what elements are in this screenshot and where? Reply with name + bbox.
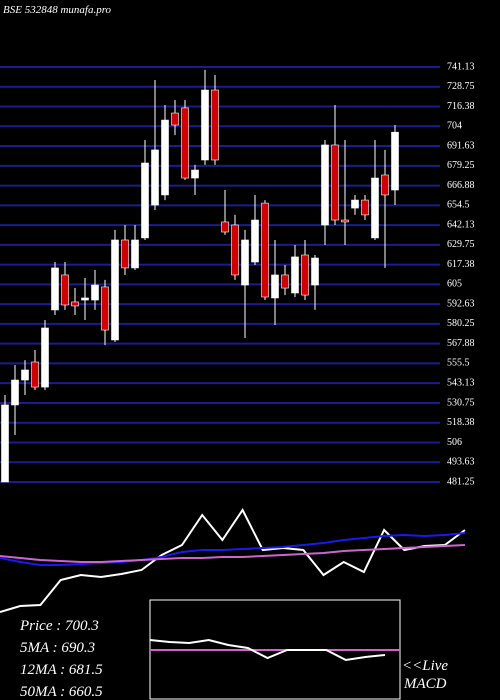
y-tick-label: 493.63: [447, 457, 475, 468]
candle-body: [291, 256, 299, 294]
candle-body: [111, 239, 119, 341]
candle-body: [121, 239, 129, 269]
y-tick-label: 728.75: [447, 81, 475, 92]
candle-body: [151, 149, 159, 206]
candle-body: [31, 361, 39, 388]
y-tick-label: 666.88: [447, 180, 475, 191]
candle-body: [141, 162, 149, 239]
y-tick-label: 543.13: [447, 377, 475, 388]
candle-body: [331, 144, 339, 221]
candle-body: [231, 224, 239, 276]
candle-body: [191, 169, 199, 179]
candle-body: [181, 107, 189, 179]
candle-body: [61, 274, 69, 306]
y-tick-label: 530.75: [447, 397, 475, 408]
info-line: 5MA : 690.3: [20, 640, 95, 656]
candle-body: [91, 284, 99, 301]
candle-body: [271, 274, 279, 299]
y-tick-label: 481.25: [447, 476, 475, 487]
candle-body: [51, 267, 59, 311]
candle-body: [201, 89, 209, 161]
y-tick-label: 679.25: [447, 160, 475, 171]
candle-body: [211, 89, 219, 161]
candle-body: [351, 199, 359, 209]
indicator-line: [149, 638, 386, 662]
candle-body: [281, 274, 289, 289]
candle-body: [321, 144, 329, 226]
chart-title: BSE 532848 munafa.pro: [3, 4, 112, 16]
y-tick-label: 704: [447, 121, 462, 132]
macd-label: MACD: [403, 676, 447, 692]
candle-body: [71, 301, 79, 307]
y-tick-label: 691.63: [447, 140, 475, 151]
y-tick-label: 654.5: [447, 200, 470, 211]
candle-body: [1, 404, 9, 483]
candle-body: [311, 257, 319, 286]
candle-body: [101, 286, 109, 331]
candle-body: [391, 131, 399, 191]
info-line: 12MA : 681.5: [20, 662, 103, 678]
candle-body: [301, 254, 309, 296]
y-tick-label: 716.38: [447, 101, 475, 112]
y-tick-label: 580.25: [447, 318, 475, 329]
candle-body: [131, 239, 139, 269]
info-line: 50MA : 660.5: [20, 684, 103, 700]
y-tick-label: 592.63: [447, 298, 475, 309]
indicator-line: [0, 532, 466, 566]
y-tick-label: 617.38: [447, 259, 475, 270]
candle-body: [81, 297, 89, 301]
candle-body: [41, 327, 49, 388]
candle-body: [11, 379, 19, 406]
candle-body: [221, 221, 229, 233]
candle-body: [161, 119, 169, 196]
candle-body: [371, 177, 379, 239]
candle-body: [251, 219, 259, 263]
y-tick-label: 555.5: [447, 358, 470, 369]
candle-body: [261, 202, 269, 298]
y-tick-label: 506: [447, 437, 462, 448]
y-tick-label: 567.88: [447, 338, 475, 349]
candle-body: [361, 199, 369, 216]
y-tick-label: 642.13: [447, 219, 475, 230]
candle-body: [341, 219, 349, 223]
candle-body: [241, 239, 249, 286]
indicator-line: [0, 508, 466, 613]
y-tick-label: 741.13: [447, 61, 475, 72]
indicator-line: [0, 544, 466, 563]
candle-body: [171, 112, 179, 126]
candle-body: [381, 174, 389, 196]
candle-body: [21, 369, 29, 381]
y-tick-label: 518.38: [447, 417, 475, 428]
info-line: Price : 700.3: [19, 618, 99, 634]
y-tick-label: 605: [447, 279, 462, 290]
y-tick-label: 629.75: [447, 239, 475, 250]
live-label: <<Live: [402, 658, 448, 674]
